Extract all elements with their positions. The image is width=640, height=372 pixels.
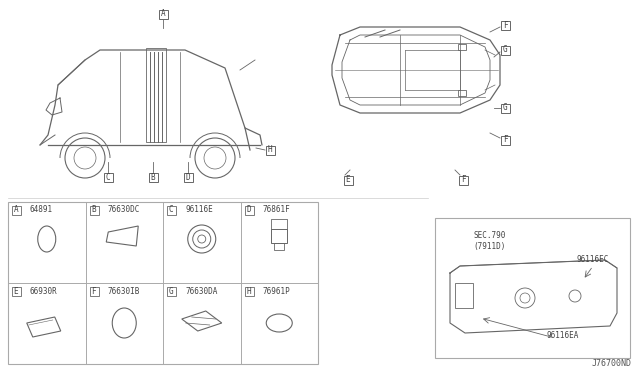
Text: F: F bbox=[502, 135, 508, 144]
Bar bbox=[455, 283, 473, 308]
Text: 64891: 64891 bbox=[30, 205, 53, 215]
Bar bbox=[458, 90, 466, 96]
Bar bbox=[458, 176, 467, 185]
Text: D: D bbox=[186, 173, 190, 182]
Bar bbox=[244, 206, 253, 215]
Text: C: C bbox=[106, 173, 110, 182]
Bar bbox=[500, 135, 509, 144]
Bar bbox=[90, 287, 99, 296]
Text: E: E bbox=[13, 286, 19, 295]
Text: H: H bbox=[268, 145, 272, 154]
Text: 66930R: 66930R bbox=[30, 286, 58, 295]
Bar bbox=[148, 173, 157, 182]
Bar bbox=[244, 287, 253, 296]
Text: 76630DC: 76630DC bbox=[108, 205, 140, 215]
Text: A: A bbox=[13, 205, 19, 215]
Bar bbox=[266, 145, 275, 154]
Text: 76630IB: 76630IB bbox=[108, 286, 140, 295]
Bar bbox=[90, 206, 99, 215]
Text: J76700ND: J76700ND bbox=[592, 359, 632, 368]
Bar bbox=[500, 103, 509, 112]
Bar bbox=[12, 206, 21, 215]
Text: F: F bbox=[502, 20, 508, 29]
Bar bbox=[458, 44, 466, 50]
Bar bbox=[500, 20, 509, 29]
Text: 96116EA: 96116EA bbox=[547, 331, 579, 340]
Bar bbox=[435, 218, 630, 358]
Text: G: G bbox=[502, 45, 508, 55]
Text: F: F bbox=[461, 176, 465, 185]
Bar bbox=[275, 243, 284, 250]
Bar bbox=[167, 287, 176, 296]
Bar bbox=[167, 206, 176, 215]
Bar bbox=[184, 173, 193, 182]
Text: A: A bbox=[161, 10, 165, 19]
Text: D: D bbox=[246, 205, 251, 215]
Bar bbox=[500, 45, 509, 55]
Text: SEC.790: SEC.790 bbox=[474, 231, 506, 241]
Text: B: B bbox=[91, 205, 96, 215]
Text: 76961P: 76961P bbox=[262, 286, 291, 295]
Text: G: G bbox=[502, 103, 508, 112]
Text: G: G bbox=[169, 286, 173, 295]
Bar bbox=[8, 202, 318, 364]
Text: C: C bbox=[169, 205, 173, 215]
Text: E: E bbox=[346, 176, 350, 185]
Text: F: F bbox=[91, 286, 96, 295]
Bar bbox=[271, 229, 287, 243]
Text: (7911D): (7911D) bbox=[474, 241, 506, 250]
Text: 76630DA: 76630DA bbox=[185, 286, 218, 295]
Text: H: H bbox=[246, 286, 251, 295]
Bar bbox=[146, 48, 166, 142]
Bar bbox=[159, 10, 168, 19]
Bar bbox=[344, 176, 353, 185]
Bar bbox=[104, 173, 113, 182]
Text: 96116EC: 96116EC bbox=[577, 256, 609, 264]
Text: B: B bbox=[150, 173, 156, 182]
Text: 96116E: 96116E bbox=[185, 205, 212, 215]
Bar bbox=[12, 287, 21, 296]
Text: 76861F: 76861F bbox=[262, 205, 291, 215]
